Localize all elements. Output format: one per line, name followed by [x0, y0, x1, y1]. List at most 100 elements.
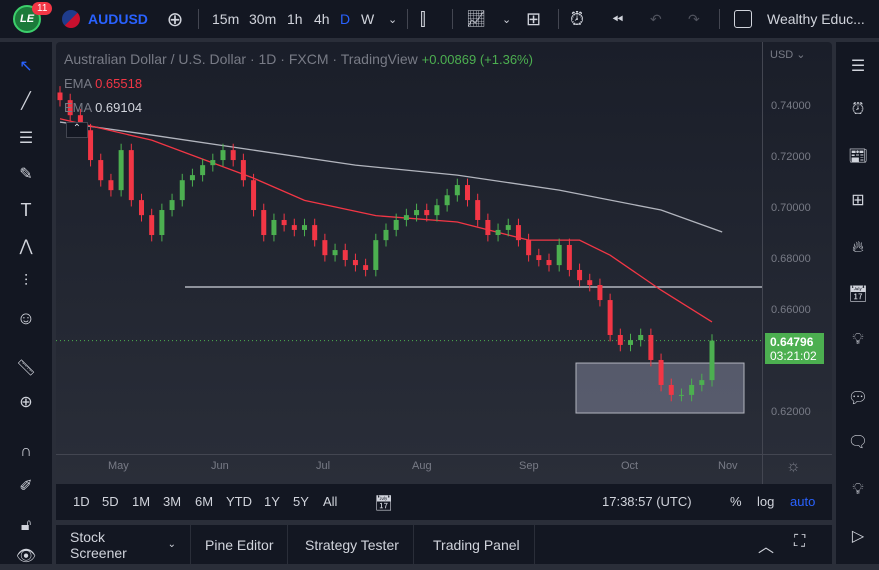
pattern-icon[interactable]: ⋀ [19, 238, 33, 255]
candle-body [678, 394, 684, 396]
candle-body [628, 340, 633, 345]
hotlist-flame-icon[interactable]: 🔥︎ [852, 239, 864, 256]
chevron-up-icon[interactable]: ︿ [758, 539, 775, 556]
percent-toggle[interactable]: % [730, 494, 742, 509]
replay-icon[interactable]: ⏪︎ [612, 10, 624, 27]
range-5Y[interactable]: 5Y [293, 494, 309, 509]
ruler-icon[interactable]: 📏︎ [15, 360, 37, 377]
symbol-label: AUDUSD [88, 11, 148, 27]
emoji-icon[interactable]: ☺ [16, 307, 36, 328]
ema-slow-line [59, 121, 723, 233]
lock-icon[interactable]: 🔓︎ [20, 517, 32, 534]
range-3M[interactable]: 3M [163, 494, 182, 509]
cursor-icon[interactable]: ↖ [19, 58, 33, 75]
price-change: +0.00869 (+1.36%) [421, 52, 533, 67]
candle-body [465, 185, 470, 201]
fib-icon[interactable]: ☰ [18, 130, 34, 147]
candle-body [607, 300, 613, 335]
tab-stock-screener[interactable]: Stock Screener ⌄ [56, 525, 191, 564]
date-range-icon[interactable]: 📅︎ [374, 495, 394, 512]
layout-checkbox-icon[interactable] [734, 0, 752, 38]
candle-body [383, 229, 389, 241]
add-list-icon[interactable]: ⊞ [851, 192, 865, 209]
chevron-down-icon[interactable]: ⌄ [388, 13, 398, 26]
calendar-icon[interactable]: 📅︎ [847, 286, 869, 303]
candle-body [200, 165, 206, 176]
interval-W[interactable]: W [361, 11, 375, 27]
eye-icon[interactable]: 👁︎ [15, 548, 37, 565]
candle-body [546, 260, 552, 266]
interval-15m[interactable]: 15m [212, 11, 240, 27]
compare-add-icon[interactable]: ⊕ [166, 8, 184, 31]
candle-body [322, 240, 328, 256]
range-5D[interactable]: 5D [102, 494, 119, 509]
chevron-down-icon[interactable]: ⌄ [502, 13, 512, 26]
candle-body [597, 285, 603, 301]
candle-style-icon[interactable]: ⫿ [420, 8, 426, 29]
alert-icon[interactable]: ⏰︎ [570, 8, 585, 29]
trend-line-icon[interactable]: ╱ [21, 93, 31, 110]
symbol-search[interactable]: AUDUSD [62, 0, 148, 38]
ideas-bulb-icon[interactable]: 💡︎ [852, 331, 864, 348]
interval-4h[interactable]: 4h [314, 11, 330, 27]
candle-body [159, 210, 165, 236]
indicators-icon[interactable]: 📈︎ [466, 11, 487, 28]
candle-body [271, 219, 277, 236]
collapse-legend-button[interactable]: ⌃ [66, 122, 88, 138]
candle-body [230, 150, 236, 161]
candle-body [505, 225, 511, 230]
auto-toggle[interactable]: auto [790, 494, 816, 509]
fullscreen-icon[interactable]: ⛶ [794, 533, 806, 550]
play-broadcast-icon[interactable]: ▷ [851, 528, 865, 545]
range-All[interactable]: All [323, 494, 338, 509]
candle-body [556, 244, 562, 266]
price-tick: 0.70000 [771, 202, 811, 214]
layout-name[interactable]: Wealthy Educ... [767, 11, 865, 27]
tab-strategy-tester[interactable]: Strategy Tester [291, 525, 414, 564]
tab-trading-panel[interactable]: Trading Panel [419, 525, 535, 564]
price-chart[interactable] [56, 42, 832, 484]
candle-body [88, 130, 94, 161]
range-YTD[interactable]: YTD [226, 494, 252, 509]
candle-body [342, 250, 348, 261]
redo-icon[interactable]: ↷ [688, 10, 700, 27]
currency-selector[interactable]: USD ⌄ [770, 49, 806, 61]
candle-body [373, 240, 379, 270]
price-tick: 0.62000 [771, 406, 811, 418]
candle-body [424, 210, 430, 216]
alarm-clock-icon[interactable]: ⏰︎ [851, 101, 865, 118]
stay-drawing-icon[interactable]: ✐ [19, 478, 33, 495]
utc-clock[interactable]: 17:38:57 (UTC) [602, 494, 692, 509]
log-toggle[interactable]: log [757, 494, 775, 509]
candle-body [240, 160, 246, 181]
brush-icon[interactable]: ✎ [19, 166, 33, 183]
zoom-in-icon[interactable]: ⊕ [19, 394, 33, 411]
range-1D[interactable]: 1D [73, 494, 90, 509]
tab-pine-editor[interactable]: Pine Editor [191, 525, 289, 564]
range-6M[interactable]: 6M [195, 494, 214, 509]
range-1Y[interactable]: 1Y [264, 494, 280, 509]
candle-body [363, 265, 369, 270]
settings-sun-icon[interactable]: ☼ [786, 458, 801, 475]
text-icon[interactable]: T [20, 199, 32, 220]
candle-body [475, 200, 481, 220]
comment-icon[interactable]: 🗨︎ [847, 434, 869, 451]
watchlist-icon[interactable]: ☰ [850, 58, 866, 75]
range-1M[interactable]: 1M [132, 494, 151, 509]
news-icon[interactable]: 📰︎ [847, 148, 869, 165]
notification-badge: 11 [32, 2, 53, 15]
chats-icon[interactable]: 💬︎ [847, 390, 869, 407]
interval-D[interactable]: D [340, 11, 351, 27]
streams-icon[interactable]: 💡︎ [852, 481, 864, 498]
interval-1h[interactable]: 1h [287, 11, 303, 27]
undo-icon[interactable]: ↶ [650, 10, 662, 27]
candle-body [648, 334, 654, 360]
candle-body [312, 225, 318, 241]
layout-grid-icon[interactable]: ⊞ [526, 8, 542, 29]
candle-body [149, 215, 155, 236]
magnet-icon[interactable]: ∩ [20, 443, 32, 460]
candle-body [485, 219, 491, 236]
prediction-icon[interactable]: ⫶ [23, 273, 28, 290]
interval-30m[interactable]: 30m [249, 11, 277, 27]
chart-pane[interactable]: Australian Dollar / U.S. Dollar · 1D · F… [56, 42, 832, 484]
